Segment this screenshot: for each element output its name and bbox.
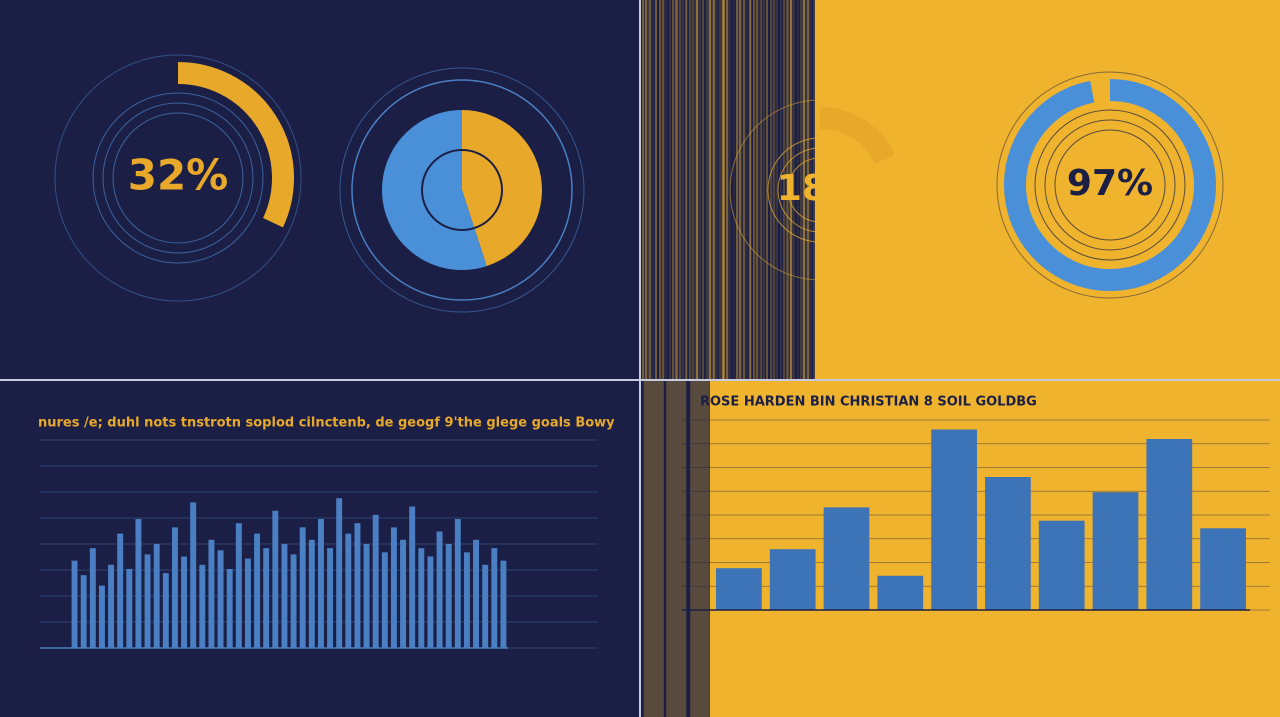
bar [390, 527, 397, 648]
pie-ring [421, 149, 503, 231]
gauge-label: 32% [128, 151, 229, 200]
gauge-ring [996, 71, 1224, 299]
gauge-label: 18% [777, 168, 863, 209]
bar [427, 556, 434, 648]
bar [877, 575, 924, 610]
bar [254, 533, 261, 648]
gauge-arc [819, 107, 896, 165]
texture [639, 0, 815, 717]
bar [482, 564, 489, 648]
bar [372, 514, 379, 648]
bar [226, 568, 233, 648]
bar [418, 548, 425, 648]
bar [208, 539, 215, 648]
bar [345, 533, 352, 648]
bar [1092, 492, 1139, 610]
gauge-label: 97% [1067, 163, 1153, 204]
gauge-ring [777, 147, 863, 233]
bar [217, 550, 224, 648]
bar [98, 585, 105, 648]
gauge-ring [729, 99, 911, 281]
bar [354, 523, 361, 648]
bar [199, 564, 206, 648]
bar [1200, 528, 1246, 610]
bar [336, 498, 343, 648]
chart-title: nures /e; duhl nots tnstrotn soplod ciln… [38, 416, 615, 431]
gauge-ring [112, 112, 244, 244]
bar [126, 568, 133, 648]
bar [454, 519, 461, 648]
bar [327, 548, 334, 648]
bar [436, 531, 443, 648]
bar [290, 554, 297, 648]
bar [985, 477, 1031, 610]
bar [317, 519, 324, 648]
gauge-ring [1054, 129, 1166, 241]
bar [931, 429, 977, 610]
bar [1146, 439, 1193, 610]
bar [1038, 520, 1085, 610]
bar [769, 549, 816, 610]
gauge-ring [102, 102, 254, 254]
bar [244, 558, 251, 648]
bar [281, 544, 288, 648]
bar [363, 544, 370, 648]
dark-strip [640, 0, 815, 380]
bar [89, 548, 96, 648]
gauge-arc [177, 62, 294, 228]
bar [181, 556, 188, 648]
bar [463, 552, 470, 648]
bar [409, 506, 416, 648]
bar [299, 527, 306, 648]
bar [716, 568, 762, 610]
bar [80, 575, 87, 648]
chart-title: ROSE HARDEN BIN CHRISTIAN 8 SOIL GOLDBG [700, 395, 1037, 410]
bar [71, 560, 78, 648]
bar [135, 519, 142, 648]
bar [400, 539, 407, 648]
gauge-ring [92, 92, 264, 264]
bar [445, 544, 452, 648]
bar [263, 548, 270, 648]
gauge-ring [1044, 119, 1176, 251]
bar [473, 539, 480, 648]
gauge-ring [54, 54, 302, 302]
bar [108, 564, 115, 648]
bar [235, 523, 242, 648]
pie-ring [339, 67, 585, 313]
bar [308, 539, 315, 648]
bar [381, 552, 388, 648]
bar [162, 573, 169, 648]
bar [153, 544, 160, 648]
gauge-ring [767, 137, 873, 243]
bar [823, 507, 870, 610]
bar [171, 527, 178, 648]
pie-ring [351, 79, 573, 301]
bar [117, 533, 124, 648]
bar [491, 548, 498, 648]
gauge-ring [787, 157, 853, 223]
bar [144, 554, 151, 648]
dark-strip [640, 380, 710, 717]
bar [500, 560, 507, 648]
gauge-arc [1004, 79, 1216, 291]
bar [272, 510, 279, 648]
gauge-ring [1034, 109, 1186, 261]
bar [190, 502, 197, 648]
